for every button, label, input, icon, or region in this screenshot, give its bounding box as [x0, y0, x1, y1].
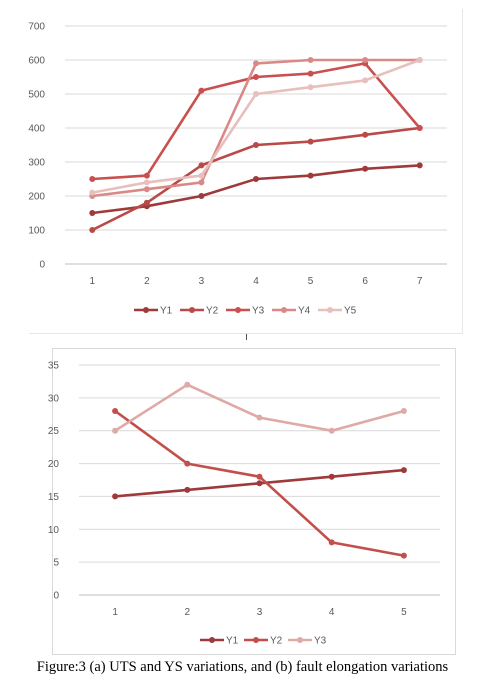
- chart-a-y-tick-label: 300: [28, 158, 45, 169]
- chart-b-x-tick-label: 1: [112, 607, 118, 618]
- chart-a-point-y4: [143, 186, 150, 193]
- chart-b-legend-label-y1: Y1: [226, 636, 239, 647]
- chart-a-point-y3: [143, 172, 150, 179]
- chart-a-point-y2: [198, 162, 205, 169]
- chart-b-y-tick-label: 30: [48, 393, 60, 404]
- chart-a-point-y4: [253, 60, 259, 67]
- chart-b-legend-label-y3: Y3: [314, 636, 327, 647]
- chart-a-x-tick-label: 1: [90, 276, 96, 287]
- chart-a-x-tick-label: 7: [417, 276, 423, 287]
- chart-b-point-y2: [400, 552, 407, 559]
- chart-b-x-tick-label: 4: [329, 607, 335, 618]
- chart-a-point-y5: [198, 172, 205, 179]
- chart-b-series-line-y3: [114, 383, 405, 432]
- chart-a-point-y5: [143, 179, 150, 186]
- chart-a-point-y3: [307, 70, 314, 77]
- chart-a-y-tick-label: 200: [28, 192, 45, 203]
- chart-a-legend-label-y3: Y3: [252, 306, 265, 317]
- chart-a-point-y1: [416, 162, 423, 169]
- chart-a-legend-label-y5: Y5: [344, 306, 357, 317]
- chart-b-point-y3: [184, 381, 191, 388]
- separator-mark: [246, 334, 247, 340]
- chart-a-y-tick-label: 500: [28, 90, 45, 101]
- chart-a-y-tick-label: 400: [28, 124, 45, 135]
- chart-b-legend-marker-y3: [297, 637, 303, 643]
- chart-a-legend-label-y2: Y2: [206, 306, 219, 317]
- chart-a-legend-marker-y5: [327, 307, 333, 313]
- chart-a-legend-marker-y4: [281, 307, 287, 313]
- chart-a-x-tick-label: 3: [199, 276, 205, 287]
- chart-b-legend-label-y2: Y2: [270, 636, 283, 647]
- chart-a-point-y3: [89, 176, 96, 182]
- chart-a: 0 100 200 300 400 500 600 700 1 2 3 4 5 6 7 Y1 Y2 Y3 Y4 Y5: [28, 9, 463, 334]
- chart-a-y-tick-label: 0: [39, 260, 45, 271]
- chart-a-y-tick-label: 700: [28, 22, 45, 33]
- chart-a-y-tick-label: 100: [28, 226, 45, 237]
- chart-a-point-y5: [416, 57, 423, 63]
- chart-a-point-y2: [143, 199, 150, 206]
- chart-a-x-tick-label: 5: [308, 276, 314, 287]
- chart-b-y-tick-label: 35: [48, 361, 60, 372]
- chart-b-point-y1: [256, 480, 263, 487]
- chart-a-point-y1: [362, 165, 369, 172]
- chart-a-point-y3: [253, 74, 259, 80]
- chart-a-legend-marker-y1: [143, 307, 149, 313]
- chart-a-x-tick-label: 6: [362, 276, 368, 287]
- chart-a-point-y3: [198, 87, 205, 94]
- chart-b-x-tick-label: 2: [185, 607, 191, 618]
- chart-b: 0 5 10 15 20 25 30 35 1 2 3 4 5 Y1 Y2 Y3: [48, 348, 456, 655]
- chart-a-point-y4: [307, 57, 314, 63]
- chart-b-x-tick-label: 3: [257, 607, 263, 618]
- chart-a-legend-marker-y2: [189, 307, 195, 313]
- chart-a-y-tick-label: 600: [28, 56, 45, 67]
- chart-b-point-y3: [256, 414, 263, 421]
- chart-b-point-y3: [400, 408, 407, 414]
- chart-a-point-y4: [362, 57, 369, 63]
- chart-a-legend-label-y4: Y4: [298, 306, 311, 317]
- chart-b-point-y2: [184, 460, 191, 467]
- chart-b-legend-marker-y2: [253, 637, 259, 643]
- chart-a-point-y5: [362, 77, 369, 84]
- chart-a-point-y1: [198, 193, 205, 199]
- chart-a-point-y2: [362, 131, 369, 138]
- chart-b-point-y1: [184, 486, 191, 493]
- chart-b-y-tick-label: 10: [48, 525, 60, 536]
- chart-a-x-tick-label: 2: [144, 276, 150, 287]
- chart-a-point-y3: [416, 125, 423, 131]
- chart-b-legend-marker-y1: [209, 637, 215, 643]
- chart-b-point-y2: [112, 408, 119, 414]
- chart-a-point-y5: [307, 84, 314, 91]
- chart-a-point-y4: [198, 179, 205, 186]
- chart-b-y-tick-label: 15: [48, 492, 60, 503]
- chart-b-y-tick-label: 20: [48, 459, 60, 470]
- chart-b-point-y3: [328, 427, 335, 434]
- chart-b-point-y3: [112, 427, 119, 434]
- chart-b-point-y2: [256, 473, 263, 480]
- chart-a-point-y2: [89, 227, 96, 233]
- chart-a-svg: 0 100 200 300 400 500 600 700 1 2 3 4 5 6 7 Y1 Y2 Y3 Y4 Y5: [28, 22, 447, 317]
- chart-b-y-tick-label: 0: [53, 591, 59, 602]
- chart-a-point-y2: [307, 138, 314, 145]
- chart-b-y-tick-label: 25: [48, 426, 60, 437]
- chart-a-point-y2: [253, 142, 259, 148]
- chart-b-svg: 0 5 10 15 20 25 30 35 1 2 3 4 5 Y1 Y2 Y3: [48, 361, 440, 647]
- chart-a-point-y5: [89, 189, 96, 196]
- chart-b-point-y1: [328, 473, 335, 480]
- chart-a-point-y5: [253, 91, 259, 97]
- chart-a-point-y1: [253, 176, 259, 182]
- chart-b-x-tick-label: 5: [401, 607, 407, 618]
- chart-a-legend-label-y1: Y1: [160, 306, 173, 317]
- chart-b-point-y1: [400, 467, 407, 474]
- figure-caption: Figure:3 (a) UTS and YS variations, and …: [36, 659, 449, 675]
- chart-a-legend-marker-y3: [235, 307, 241, 313]
- chart-a-point-y1: [89, 210, 96, 216]
- chart-b-y-tick-label: 5: [53, 558, 59, 569]
- chart-b-point-y1: [112, 493, 119, 500]
- chart-a-x-tick-label: 4: [253, 276, 259, 287]
- chart-b-point-y2: [328, 539, 335, 546]
- chart-a-point-y1: [307, 172, 314, 179]
